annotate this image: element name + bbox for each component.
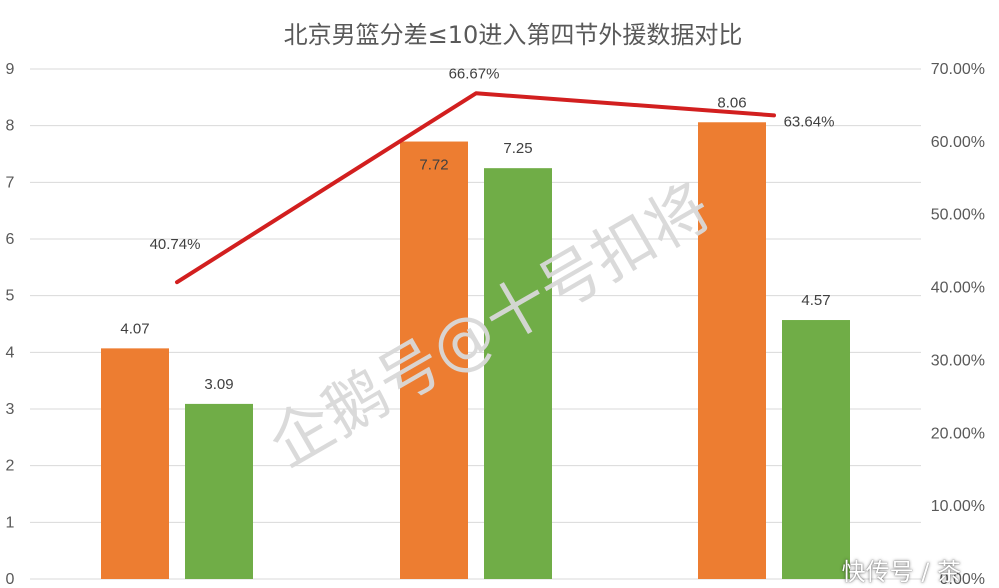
left-tick-label: 2 (6, 458, 15, 475)
left-tick-label: 9 (6, 61, 15, 78)
right-tick-label: 40.00% (931, 280, 985, 297)
left-tick-label: 5 (6, 288, 15, 305)
line-point-label: 63.64% (784, 113, 835, 130)
right-tick-label: 30.00% (931, 352, 985, 369)
labels-layer: 4.07 3.09 7.72 7.25 8.06 4.57 40.74% 66.67% 63.6… (120, 65, 834, 393)
right-tick-label: 20.00% (931, 425, 985, 442)
orange-bar-label: 7.72 (419, 157, 448, 174)
chart-title: 北京男篮分差≤10进入第四节外援数据对比 (284, 21, 743, 49)
title-layer: 北京男篮分差≤10进入第四节外援数据对比 (284, 21, 743, 49)
green-bar (484, 168, 552, 579)
right-tick-label: 70.00% (931, 61, 985, 78)
line-layer (175, 91, 776, 285)
left-axis: 0 1 2 3 4 5 6 7 8 9 (6, 61, 15, 588)
right-tick-label: 0.00% (940, 571, 985, 588)
left-tick-label: 3 (6, 401, 15, 418)
green-bar-label: 4.57 (801, 292, 830, 309)
green-bar (782, 320, 850, 579)
left-tick-label: 7 (6, 174, 15, 191)
grid-layer (30, 68, 921, 580)
right-tick-label: 60.00% (931, 134, 985, 151)
orange-bar (101, 348, 169, 579)
green-bar (185, 403, 253, 579)
left-tick-label: 4 (6, 344, 15, 361)
orange-bar (698, 122, 766, 580)
left-tick-label: 1 (6, 514, 15, 531)
orange-bar-label: 8.06 (717, 94, 746, 111)
right-tick-label: 50.00% (931, 207, 985, 224)
line-point-label: 40.74% (150, 236, 201, 253)
left-tick-label: 8 (6, 118, 15, 135)
green-bar-label: 7.25 (503, 140, 532, 157)
bars-layer (101, 122, 850, 580)
green-bar-label: 3.09 (204, 376, 233, 393)
orange-bar (400, 141, 468, 580)
line-point-label: 66.67% (449, 65, 500, 82)
left-tick-label: 6 (6, 231, 15, 248)
percentage-line (175, 91, 776, 285)
right-axis: 0.00% 10.00% 20.00% 30.00% 40.00% 50.00% 60.00… (931, 61, 985, 588)
orange-bar-label: 4.07 (120, 320, 149, 337)
right-tick-label: 10.00% (931, 498, 985, 515)
left-tick-label: 0 (6, 571, 15, 588)
